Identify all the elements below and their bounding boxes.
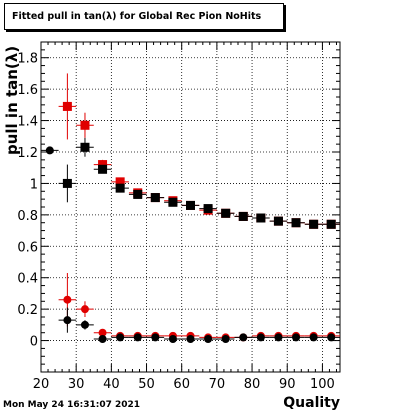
x-tick-label: 60: [173, 377, 190, 392]
square-marker: [62, 178, 72, 188]
circle-marker: [221, 335, 230, 343]
series-2: [58, 137, 340, 229]
circle-marker: [98, 328, 107, 337]
x-tick-label: 70: [209, 377, 226, 392]
circle-marker: [151, 333, 160, 342]
series-4: [41, 146, 340, 343]
y-tick-label: 1.6: [17, 83, 38, 98]
square-marker: [309, 219, 319, 229]
y-tick-label: 1.4: [17, 115, 38, 130]
circle-marker: [292, 333, 301, 342]
square-marker: [273, 216, 283, 226]
x-tick-label: 40: [103, 377, 120, 392]
data-points: [41, 73, 340, 343]
y-axis-label: pull in tan(λ): [3, 45, 21, 155]
series-1: [58, 73, 340, 229]
square-marker: [98, 164, 108, 174]
x-tick-label: 20: [33, 377, 50, 392]
circle-marker: [186, 335, 195, 343]
circle-marker: [274, 333, 283, 342]
x-tick-label: 50: [138, 377, 155, 392]
square-marker: [326, 219, 336, 229]
y-tick-label: 1.8: [17, 52, 38, 67]
square-marker: [221, 208, 231, 218]
x-tick-label: 100: [310, 377, 335, 392]
square-marker: [150, 193, 160, 203]
axis-ticks: 20 30 40 50 60 70 80 90 100 0 0.2 0.4 0.6 0.8 1 1.2 1.4 1…: [17, 42, 340, 392]
y-tick-label: 0.2: [17, 303, 38, 318]
series-3: [58, 273, 340, 342]
circle-marker: [204, 335, 213, 343]
y-tick-label: 1: [30, 177, 38, 192]
y-tick-label: 0: [30, 335, 38, 350]
circle-marker: [63, 295, 72, 304]
y-tick-label: 1.2: [17, 146, 38, 161]
square-marker: [98, 160, 108, 170]
square-marker: [168, 197, 178, 207]
x-tick-label: 30: [68, 377, 85, 392]
circle-marker: [327, 333, 336, 342]
date-stamp: Mon May 24 16:31:07 2021: [3, 400, 141, 410]
square-marker: [115, 183, 125, 193]
circle-marker: [256, 333, 265, 342]
title-box: Fitted pull in tan(λ) for Global Rec Pio…: [4, 3, 284, 30]
grid-lines: [41, 42, 340, 372]
chart-title: Fitted pull in tan(λ) for Global Rec Pio…: [12, 11, 262, 22]
circle-marker: [63, 316, 72, 325]
circle-marker: [133, 333, 142, 342]
square-marker: [256, 213, 266, 223]
circle-marker: [116, 333, 125, 342]
circle-marker: [239, 333, 248, 342]
x-tick-label: 80: [244, 377, 261, 392]
circle-marker: [309, 333, 318, 342]
circle-marker: [80, 320, 89, 329]
y-tick-label: 0.4: [17, 272, 38, 287]
circle-marker: [45, 146, 54, 155]
y-tick-label: 0.6: [17, 240, 38, 255]
square-marker: [203, 204, 213, 214]
circle-marker: [168, 335, 177, 343]
square-marker: [80, 142, 90, 152]
square-marker: [133, 189, 143, 199]
square-marker: [80, 120, 90, 130]
square-marker: [238, 211, 248, 221]
x-tick-label: 90: [279, 377, 296, 392]
square-marker: [115, 177, 125, 187]
square-marker: [291, 218, 301, 228]
square-marker: [186, 200, 195, 210]
square-marker: [62, 101, 72, 111]
circle-marker: [80, 305, 89, 314]
x-axis-label: Quality: [283, 395, 340, 411]
y-tick-label: 0.8: [17, 209, 38, 224]
circle-marker: [98, 335, 107, 343]
